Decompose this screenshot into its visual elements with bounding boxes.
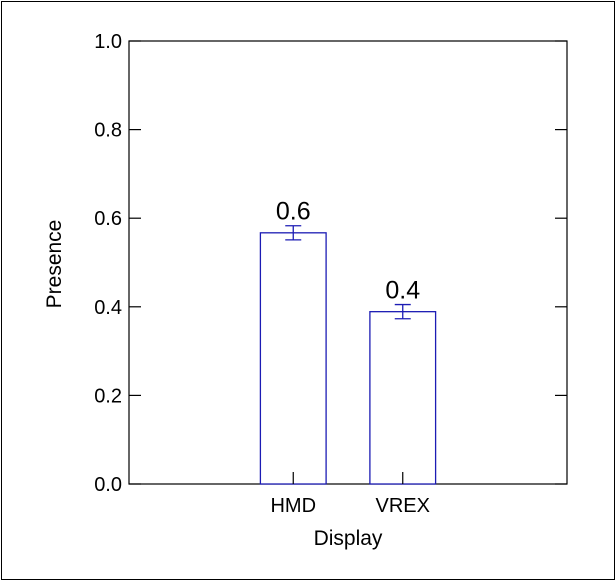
y-tick-label: 0.0: [94, 474, 122, 496]
x-axis-label: Display: [314, 527, 383, 550]
y-axis: 0.0 0.2 0.4 0.6 0.8 1.0: [94, 31, 567, 496]
bar: [369, 311, 437, 485]
y-tick-label: 0.4: [94, 297, 122, 319]
y-axis-label: Presence: [43, 220, 66, 309]
x-tick-label: HMD: [270, 495, 316, 517]
bars: 0.6 0.4: [259, 198, 437, 485]
y-tick-label: 0.2: [94, 385, 122, 407]
y-tick-label: 0.8: [94, 120, 122, 142]
bar: [259, 232, 327, 485]
y-tick-label: 1.0: [94, 31, 122, 53]
data-label: 0.4: [385, 277, 420, 305]
y-tick-label: 0.6: [94, 208, 122, 230]
x-tick-label: VREX: [376, 495, 430, 517]
x-axis: HMD VREX: [270, 472, 430, 517]
data-label: 0.6: [276, 198, 311, 226]
plot-area: [128, 40, 568, 485]
